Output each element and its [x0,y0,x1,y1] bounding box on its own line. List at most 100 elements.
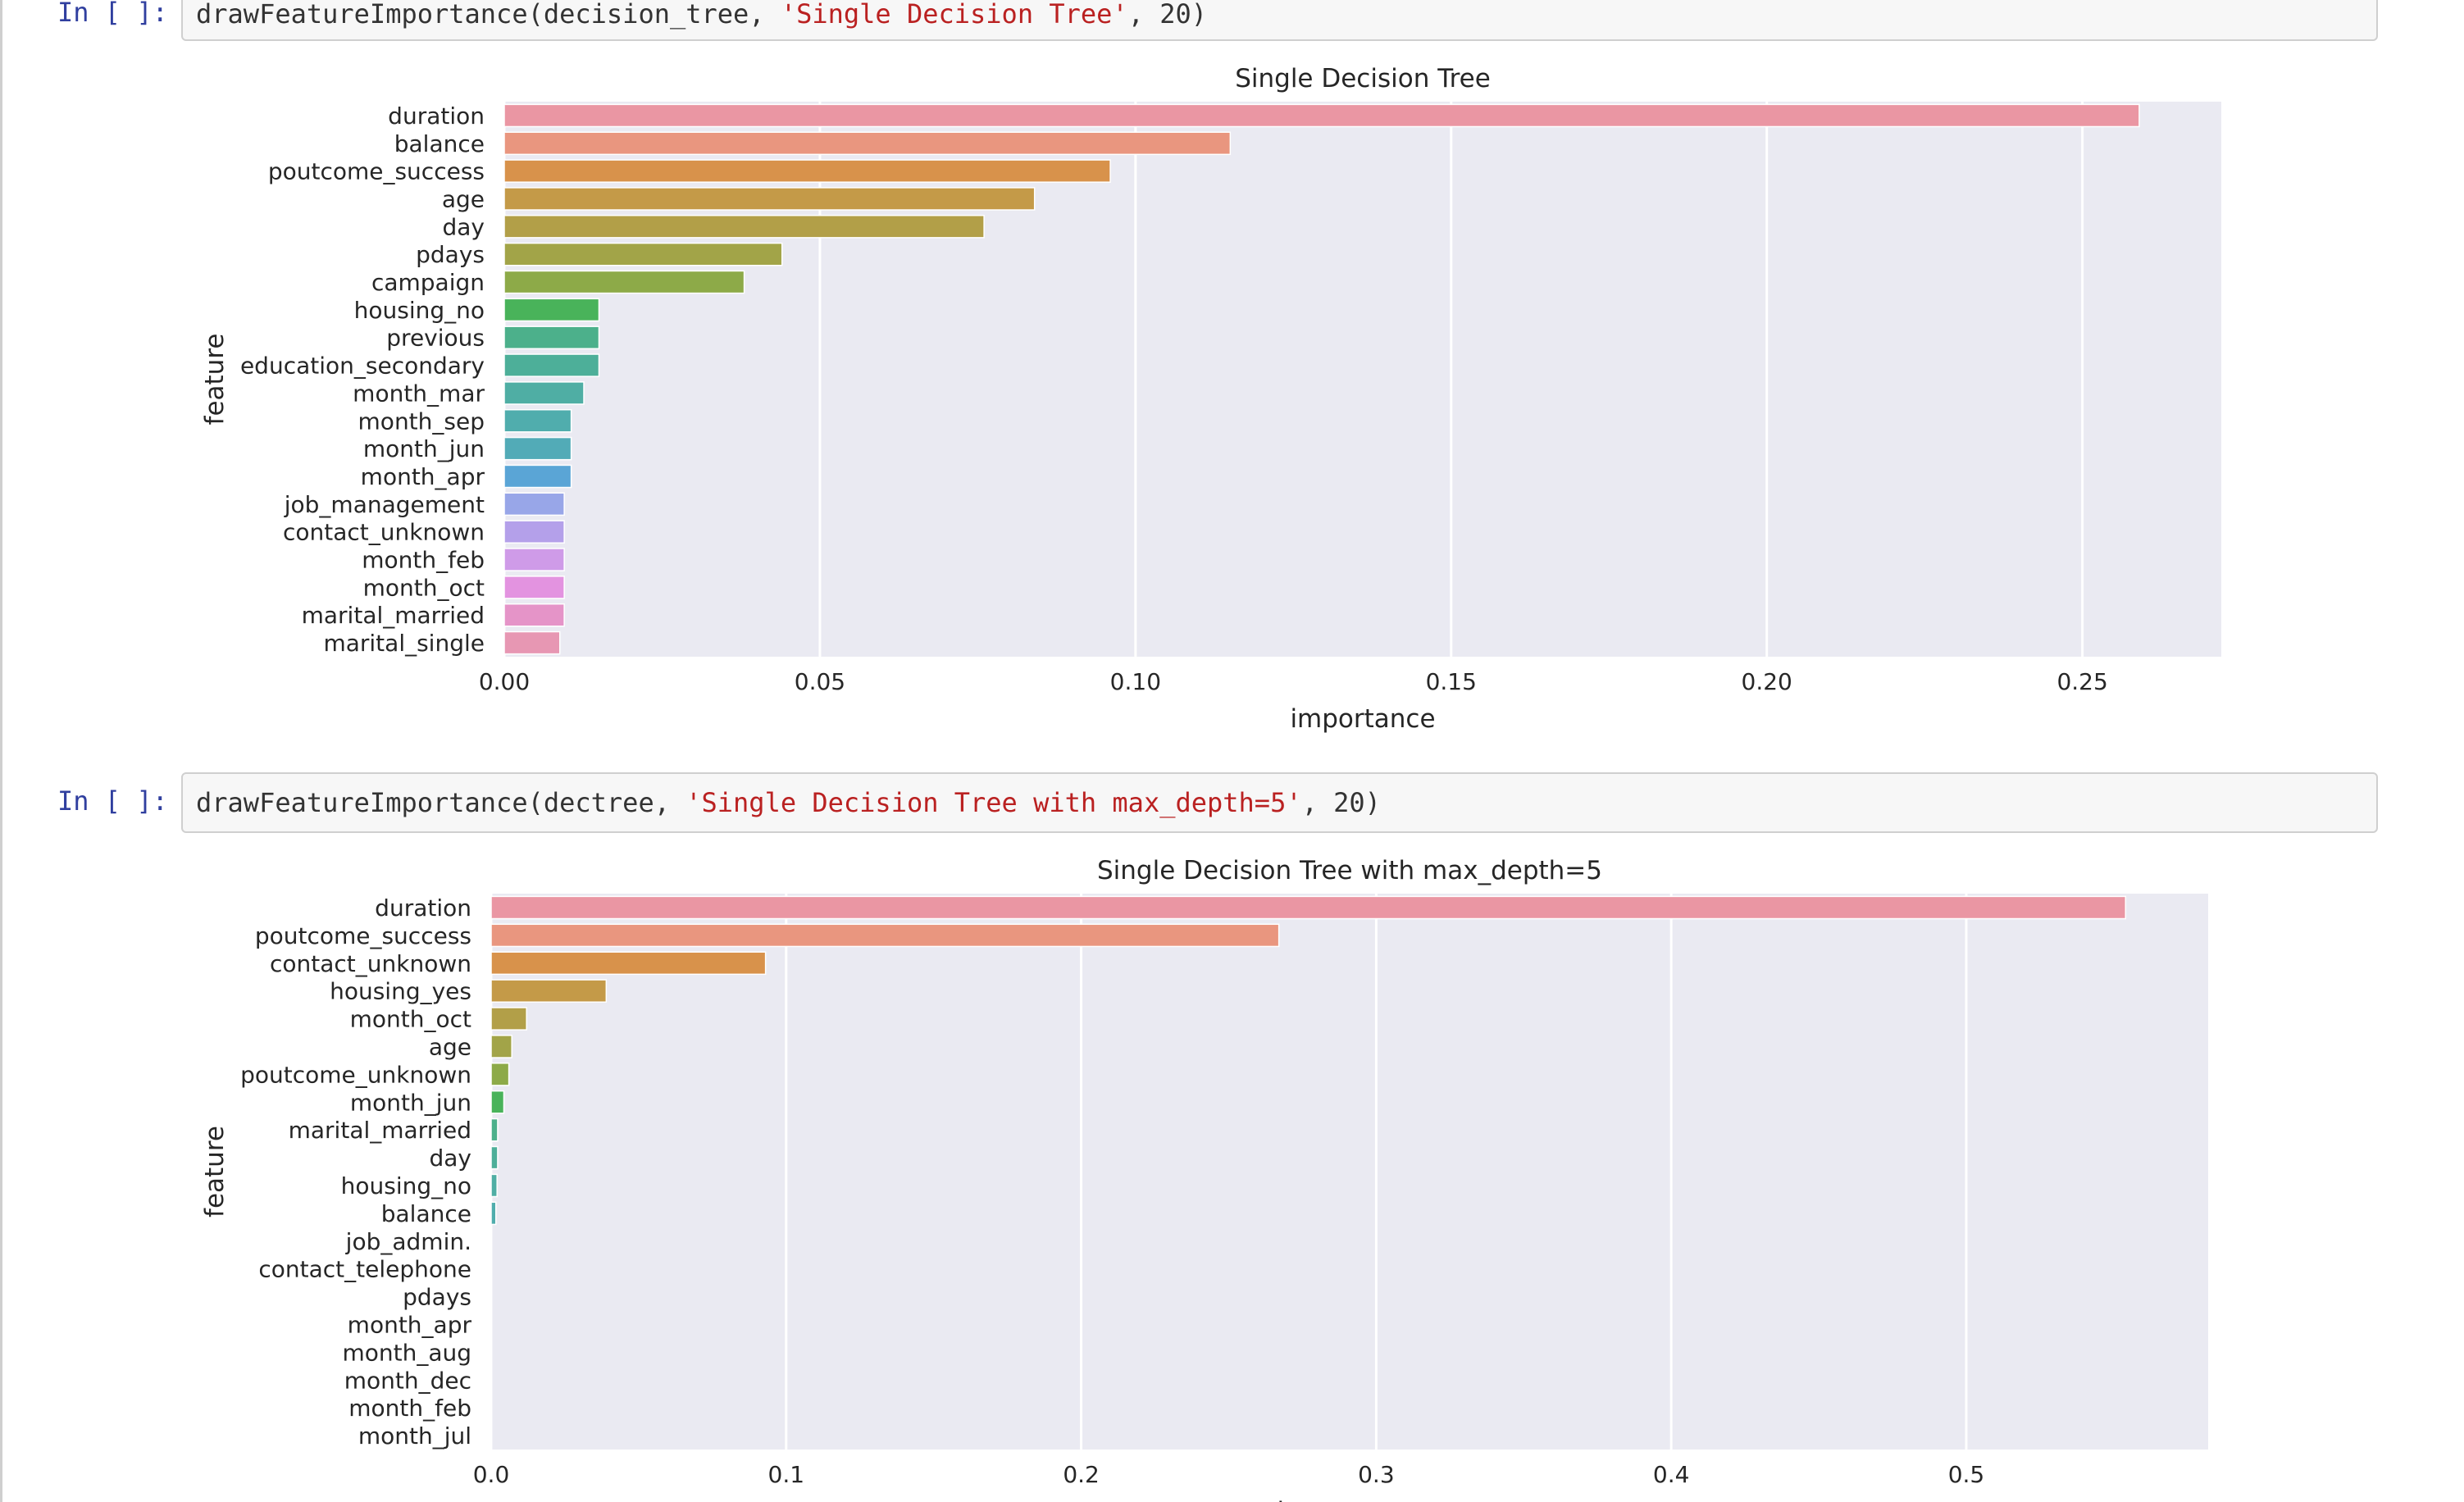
x-axis-label: importance [1277,1497,1422,1502]
y-tick-label: pdays [403,1284,471,1311]
bar-poutcome_success [490,923,1280,948]
y-tick-label: job_admin. [345,1228,471,1255]
x-tick-label: 0.2 [1063,1461,1100,1488]
plot-area [491,894,2208,1450]
bar-contact_unknown [490,951,767,976]
bar-age [490,1035,512,1058]
x-tick-label: 0.05 [795,668,845,695]
code-text: , 20) [1127,0,1207,30]
x-axis-label: importance [1290,704,1435,734]
y-tick-label: age [442,185,485,212]
y-tick-label: marital_married [289,1117,471,1144]
bar-marital_married [503,603,565,627]
bar-housing_no [490,1173,498,1198]
y-tick-label: housing_yes [330,978,471,1005]
y-tick-label: month_oct [350,1006,471,1033]
y-tick-label: month_jun [363,435,485,462]
bar-duration [503,103,2140,128]
bar-marital_single [503,630,561,655]
bar-day [490,1145,499,1170]
x-tick-label: 0.4 [1653,1461,1690,1488]
bar-education_secondary [503,353,600,377]
y-tick-label: month_dec [344,1367,471,1394]
x-tick-label: 0.0 [473,1461,510,1488]
bar-housing_yes [490,979,608,1003]
code-line: drawFeatureImportance(dectree, 'Single D… [196,787,1381,818]
bar-previous [503,325,600,350]
bar-month_jun [490,1090,505,1114]
y-tick-label: contact_telephone [258,1256,471,1283]
y-tick-label: duration [375,894,471,922]
y-tick-label: contact_unknown [270,950,471,977]
bar-poutcome_unknown [490,1063,510,1086]
bar-day [503,215,985,239]
bar-campaign [503,270,745,294]
y-axis-label: feature [200,334,230,426]
x-tick-label: 0.10 [1110,668,1161,695]
bar-poutcome_success [503,159,1111,183]
cell-prompt: In [ ]: [57,785,168,817]
y-tick-label: month_jul [358,1422,471,1450]
code-text: drawFeatureImportance(dectree, [196,787,686,818]
code-string: 'Single Decision Tree' [780,0,1128,30]
chart-title: Single Decision Tree with max_depth=5 [1097,856,1602,885]
feature-importance-chart-1: 0.00 0.05 0.10 0.15 0.20 0.25durationbalancep… [200,64,2221,734]
bar-balance [490,1201,497,1226]
bar-month_oct [490,1007,527,1031]
y-tick-label: month_oct [363,574,485,601]
y-tick-label: marital_married [302,602,485,629]
y-tick-label: month_sep [358,407,485,435]
x-tick-label: 0.00 [479,668,530,695]
y-tick-label: pdays [416,241,485,268]
y-tick-label: day [442,213,485,240]
code-cell-1[interactable]: drawFeatureImportance(decision_tree, 'Si… [181,0,2378,41]
y-tick-label: poutcome_success [268,158,485,185]
bar-month_mar [503,381,585,405]
x-tick-label: 0.5 [1948,1461,1985,1488]
y-tick-label: month_feb [348,1395,471,1422]
y-tick-label: month_jun [350,1089,471,1116]
bar-contact_unknown [503,520,565,544]
bar-housing_no [503,298,600,322]
y-tick-label: month_aug [342,1339,471,1366]
y-tick-label: previous [386,325,485,352]
code-line: drawFeatureImportance(decision_tree, 'Si… [196,0,1207,30]
x-tick-label: 0.20 [1742,668,1792,695]
plot-area [504,102,2221,657]
bar-month_feb [503,548,565,571]
cell-prompt: In [ ]: [57,0,168,28]
y-tick-label: marital_single [323,630,485,657]
y-tick-label: housing_no [354,297,485,324]
notebook-left-border [0,0,2,1502]
y-tick-label: housing_no [341,1172,471,1199]
bar-month_apr [503,464,572,489]
bar-pdays [503,242,783,266]
y-tick-label: month_apr [348,1311,472,1338]
x-tick-label: 0.25 [2056,668,2107,695]
x-tick-label: 0.3 [1358,1461,1395,1488]
y-tick-label: balance [381,1200,471,1227]
bar-age [503,187,1036,211]
chart-title: Single Decision Tree [1235,64,1491,93]
y-tick-label: poutcome_unknown [240,1061,471,1088]
y-tick-label: poutcome_success [255,922,471,949]
bar-month_jun [503,436,572,461]
bar-month_oct [503,576,565,599]
y-tick-label: duration [388,102,485,130]
bar-duration [490,895,2127,920]
x-tick-label: 0.15 [1426,668,1477,695]
y-tick-label: education_secondary [240,353,485,380]
y-tick-label: contact_unknown [283,519,485,546]
y-tick-label: job_management [284,491,485,518]
bar-marital_married [490,1117,499,1142]
feature-importance-chart-2: 0.0 0.1 0.2 0.3 0.4 0.5 durationpoutcome_succe… [200,856,2208,1502]
y-tick-label: month_mar [353,380,485,407]
code-cell-2[interactable]: drawFeatureImportance(dectree, 'Single D… [181,772,2378,833]
bar-month_sep [503,408,572,433]
y-tick-label: campaign [371,269,485,296]
y-tick-label: balance [394,130,485,157]
y-tick-label: age [429,1033,471,1060]
y-axis-label: feature [200,1126,230,1218]
y-tick-label: month_apr [361,463,485,490]
code-text: , 20) [1301,787,1381,818]
